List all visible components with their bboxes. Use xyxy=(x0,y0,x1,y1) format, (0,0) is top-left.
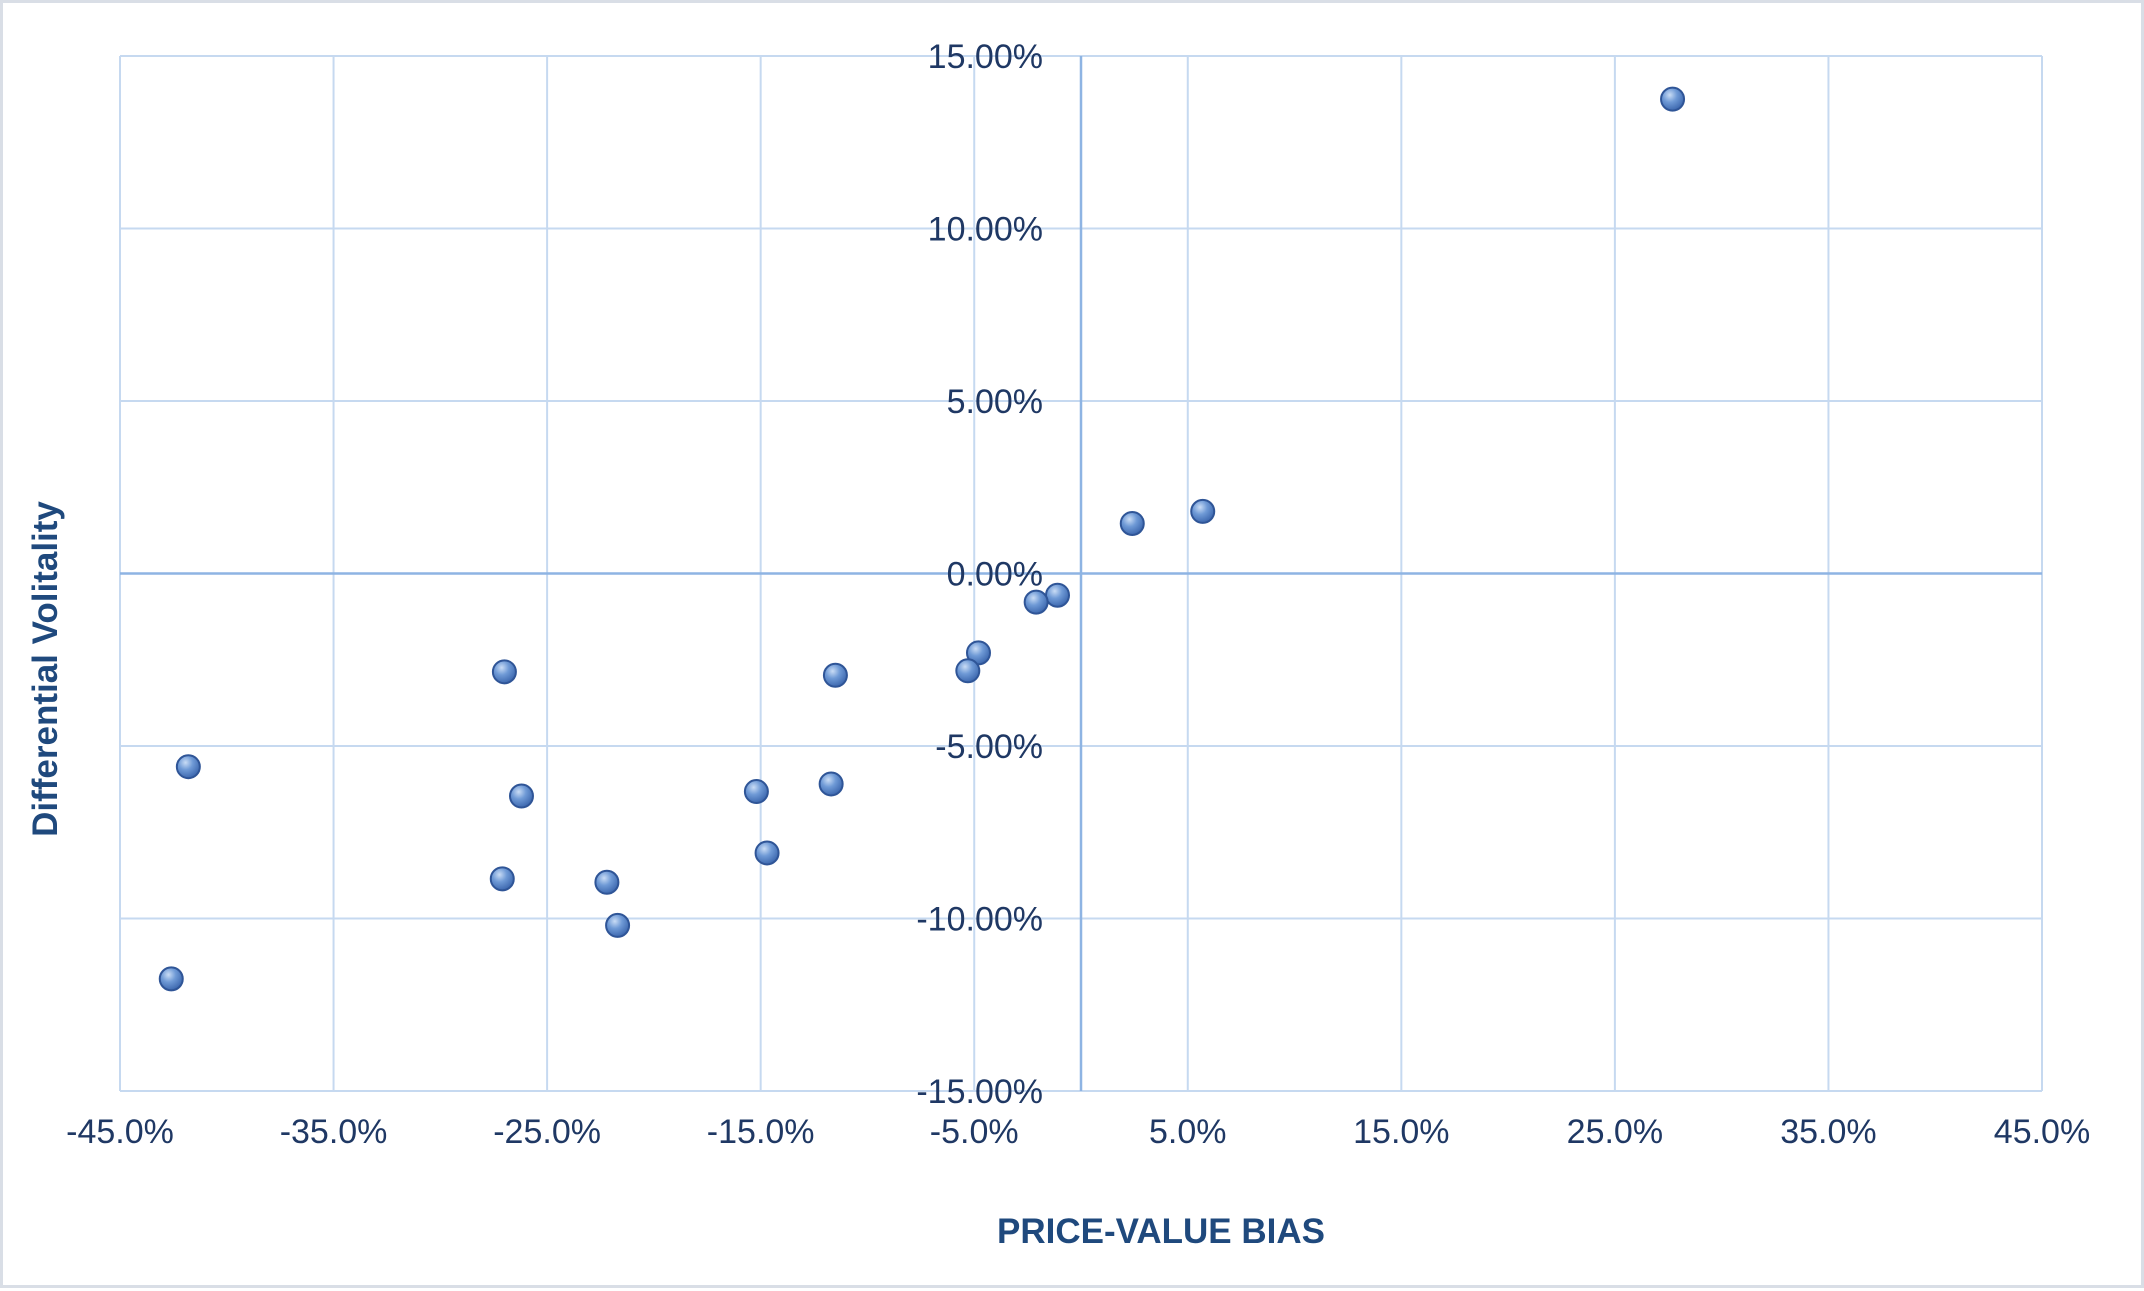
data-point xyxy=(605,912,631,938)
x-tick-label: -25.0% xyxy=(493,1113,601,1151)
x-tick-label: -5.0% xyxy=(930,1113,1019,1151)
data-point xyxy=(822,662,848,688)
y-tick-label: 10.00% xyxy=(928,211,1043,249)
data-point xyxy=(594,869,620,895)
x-tick-label: -35.0% xyxy=(280,1113,388,1151)
x-tick-label: -15.0% xyxy=(707,1113,815,1151)
y-tick-label: -5.00% xyxy=(935,728,1043,766)
data-point xyxy=(491,659,517,685)
data-points xyxy=(158,86,1686,992)
axes xyxy=(120,56,2042,1091)
data-point xyxy=(489,866,515,892)
data-point xyxy=(754,840,780,866)
x-tick-label: 35.0% xyxy=(1780,1113,1876,1151)
y-axis-tick-labels: 15.00% 10.00% 5.00% 0.00% -5.00% -10.00% -15.0… xyxy=(916,38,1043,1111)
scatter-chart: 15.00% 10.00% 5.00% 0.00% -5.00% -10.00% -15.0… xyxy=(26,38,2090,1251)
x-axis-tick-labels: -45.0% -35.0% -25.0% -15.0% -5.0% 5.0% 15.0% 25… xyxy=(66,1113,2090,1151)
y-tick-label: -10.00% xyxy=(916,901,1043,939)
data-point xyxy=(1660,86,1686,112)
x-tick-label: -45.0% xyxy=(66,1113,174,1151)
x-tick-label: 5.0% xyxy=(1149,1113,1227,1151)
x-tick-label: 45.0% xyxy=(1994,1113,2090,1151)
y-axis-title: Differential Volitality xyxy=(26,501,65,837)
data-point xyxy=(955,658,981,684)
data-point xyxy=(508,783,534,809)
x-axis-title: PRICE-VALUE BIAS xyxy=(997,1212,1325,1251)
data-point xyxy=(818,771,844,797)
data-point xyxy=(1190,498,1216,524)
data-point xyxy=(1023,589,1049,615)
x-tick-label: 25.0% xyxy=(1567,1113,1663,1151)
data-point xyxy=(1119,510,1145,536)
data-point xyxy=(175,754,201,780)
y-tick-label: -15.00% xyxy=(916,1073,1043,1111)
y-tick-label: 0.00% xyxy=(947,556,1043,594)
y-tick-label: 5.00% xyxy=(947,383,1043,421)
data-point xyxy=(743,779,769,805)
data-point xyxy=(1045,582,1071,608)
y-tick-label: 15.00% xyxy=(928,38,1043,76)
x-tick-label: 15.0% xyxy=(1353,1113,1449,1151)
data-point xyxy=(158,966,184,992)
